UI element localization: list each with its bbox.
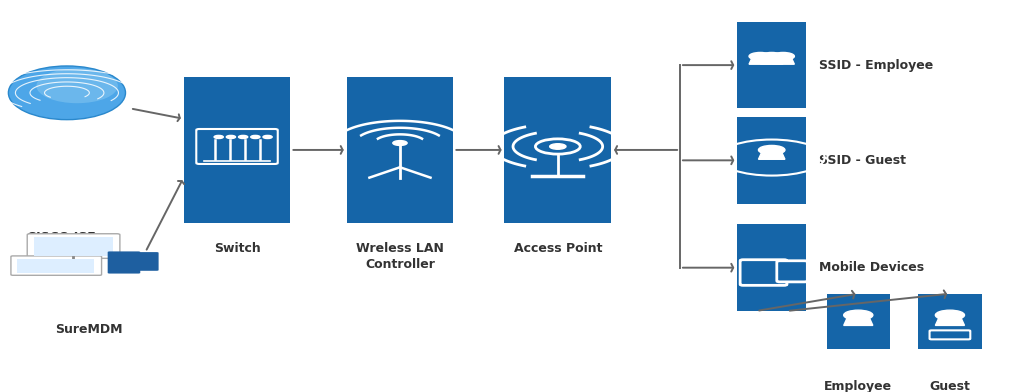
Circle shape	[749, 53, 771, 60]
Text: Employee: Employee	[824, 380, 892, 392]
Circle shape	[226, 135, 236, 138]
Polygon shape	[759, 151, 785, 159]
FancyBboxPatch shape	[737, 22, 806, 109]
Polygon shape	[772, 57, 795, 64]
FancyBboxPatch shape	[505, 77, 611, 223]
FancyBboxPatch shape	[826, 294, 890, 367]
FancyBboxPatch shape	[346, 77, 454, 223]
Circle shape	[935, 310, 965, 320]
Circle shape	[393, 141, 408, 145]
Polygon shape	[749, 57, 771, 64]
FancyBboxPatch shape	[737, 117, 806, 203]
Circle shape	[550, 144, 566, 149]
Text: Mobile Devices: Mobile Devices	[818, 261, 924, 274]
Text: Wreless LAN
Controller: Wreless LAN Controller	[356, 242, 444, 271]
Text: Access Point: Access Point	[514, 242, 602, 255]
FancyBboxPatch shape	[35, 236, 113, 256]
Ellipse shape	[8, 66, 126, 120]
Circle shape	[263, 135, 272, 138]
Text: SSID - Employee: SSID - Employee	[818, 59, 933, 72]
FancyBboxPatch shape	[108, 251, 140, 274]
FancyBboxPatch shape	[919, 294, 981, 367]
Text: SureMDM: SureMDM	[55, 323, 123, 336]
Circle shape	[251, 135, 260, 138]
Circle shape	[772, 53, 795, 60]
Ellipse shape	[37, 69, 118, 103]
FancyBboxPatch shape	[136, 252, 159, 271]
Text: SSID - Guest: SSID - Guest	[818, 154, 905, 167]
FancyBboxPatch shape	[17, 259, 94, 273]
Circle shape	[759, 145, 785, 154]
Text: Guest: Guest	[930, 380, 971, 392]
FancyBboxPatch shape	[28, 234, 120, 258]
FancyBboxPatch shape	[737, 224, 806, 311]
Circle shape	[214, 135, 223, 138]
Circle shape	[239, 135, 248, 138]
Circle shape	[761, 53, 783, 60]
Polygon shape	[844, 316, 872, 325]
Text: Switch: Switch	[214, 242, 260, 255]
Circle shape	[844, 310, 872, 320]
Polygon shape	[761, 57, 783, 64]
FancyBboxPatch shape	[777, 261, 807, 282]
Text: CISCO ISE: CISCO ISE	[28, 231, 96, 244]
FancyBboxPatch shape	[11, 256, 101, 275]
FancyBboxPatch shape	[183, 77, 291, 223]
Polygon shape	[935, 316, 965, 325]
